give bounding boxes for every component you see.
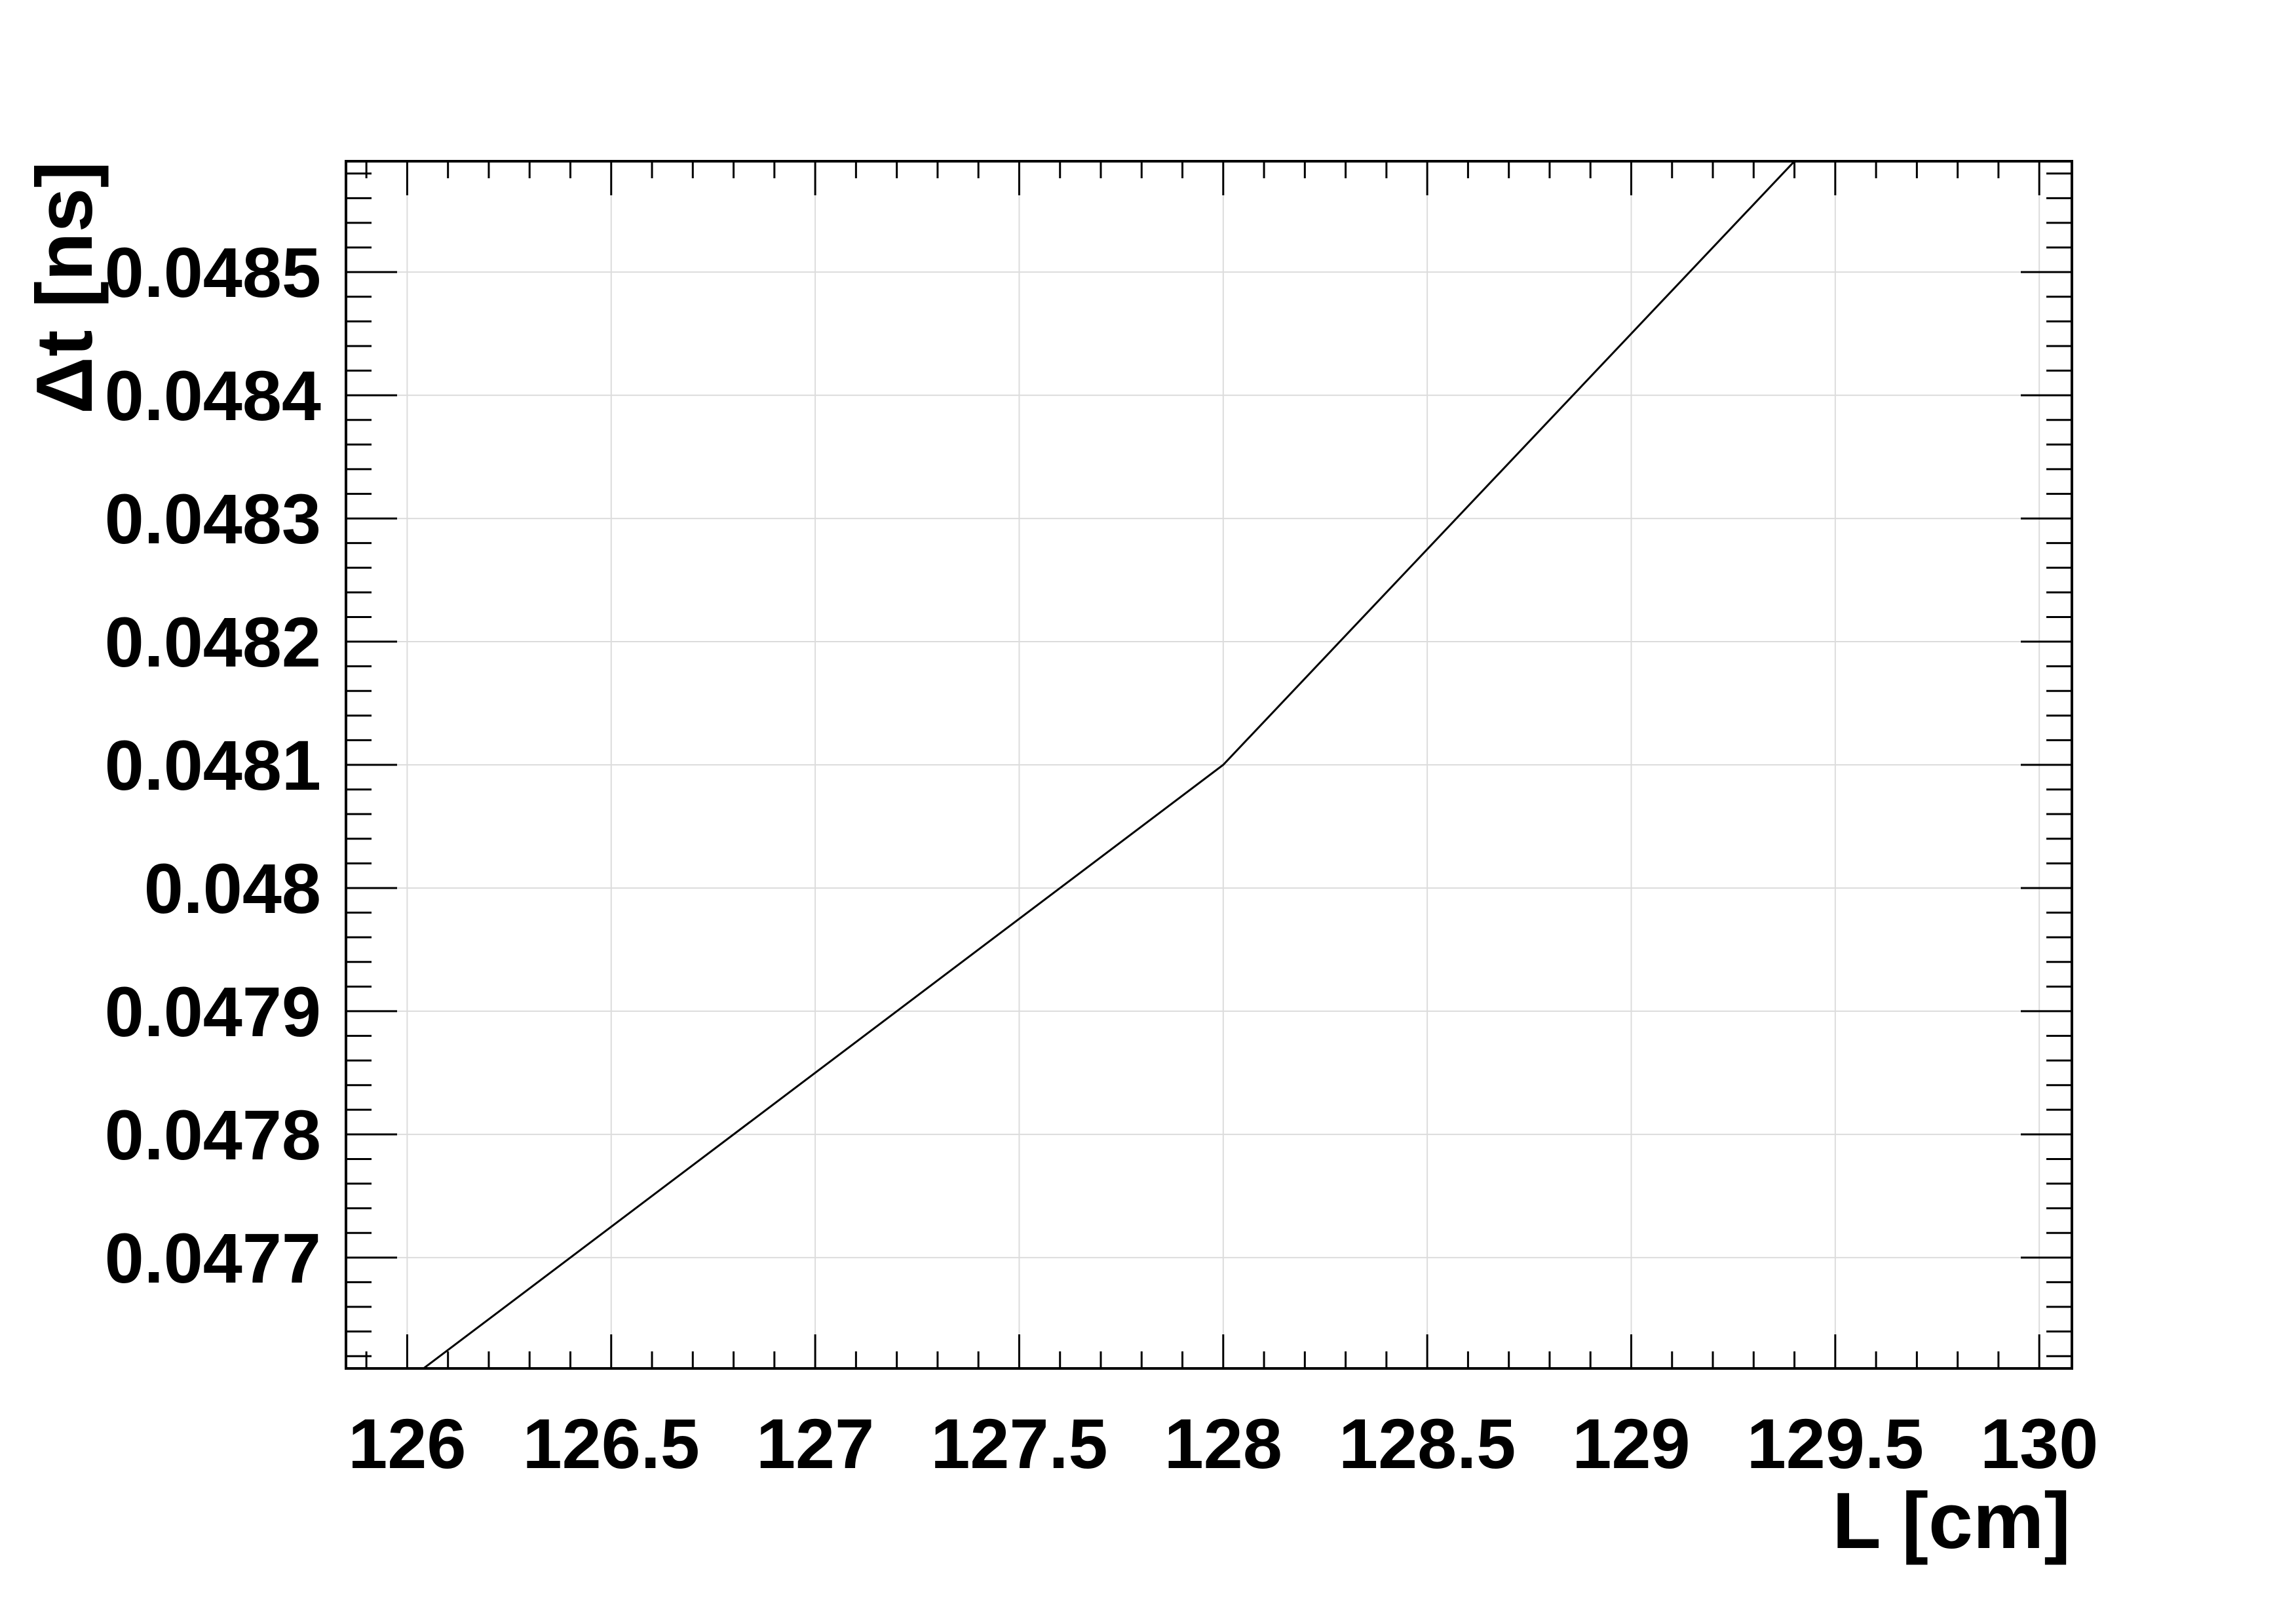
x-tick-label: 127 bbox=[756, 1404, 874, 1483]
y-axis-title: Δt [ns] bbox=[20, 161, 109, 414]
x-axis-title: L [cm] bbox=[1832, 1476, 2071, 1565]
x-tick-label: 126 bbox=[348, 1404, 466, 1483]
y-tick-label: 0.0484 bbox=[105, 356, 321, 435]
x-tick-label: 127.5 bbox=[930, 1404, 1107, 1483]
grid-lines bbox=[346, 161, 2072, 1368]
y-tick-label: 0.0478 bbox=[105, 1095, 321, 1174]
x-tick-label: 126.5 bbox=[523, 1404, 700, 1483]
y-tick-label: 0.0483 bbox=[105, 479, 321, 558]
y-tick-label: 0.0481 bbox=[105, 726, 321, 805]
x-tick-label: 129.5 bbox=[1747, 1404, 1924, 1483]
y-tick-label: 0.0477 bbox=[105, 1218, 321, 1298]
x-tick-label: 129 bbox=[1572, 1404, 1690, 1483]
y-tick-label: 0.048 bbox=[144, 849, 321, 928]
x-tick-label: 128.5 bbox=[1339, 1404, 1516, 1483]
x-tick-label: 130 bbox=[1980, 1404, 2098, 1483]
series-layer bbox=[421, 161, 1796, 1368]
y-tick-label: 0.0485 bbox=[105, 233, 321, 312]
x-tick-labels: 126 126.5 127 127.5 128 128.5 129 129.5 130 bbox=[348, 1404, 2098, 1483]
y-tick-labels: 0.0477 0.0478 0.0479 0.048 0.0481 0.0482 0.048… bbox=[105, 233, 321, 1298]
axis-ticks bbox=[346, 161, 2072, 1368]
series-line bbox=[421, 161, 1796, 1368]
y-tick-label: 0.0479 bbox=[105, 972, 321, 1051]
x-tick-label: 128 bbox=[1164, 1404, 1282, 1483]
y-tick-label: 0.0482 bbox=[105, 602, 321, 682]
